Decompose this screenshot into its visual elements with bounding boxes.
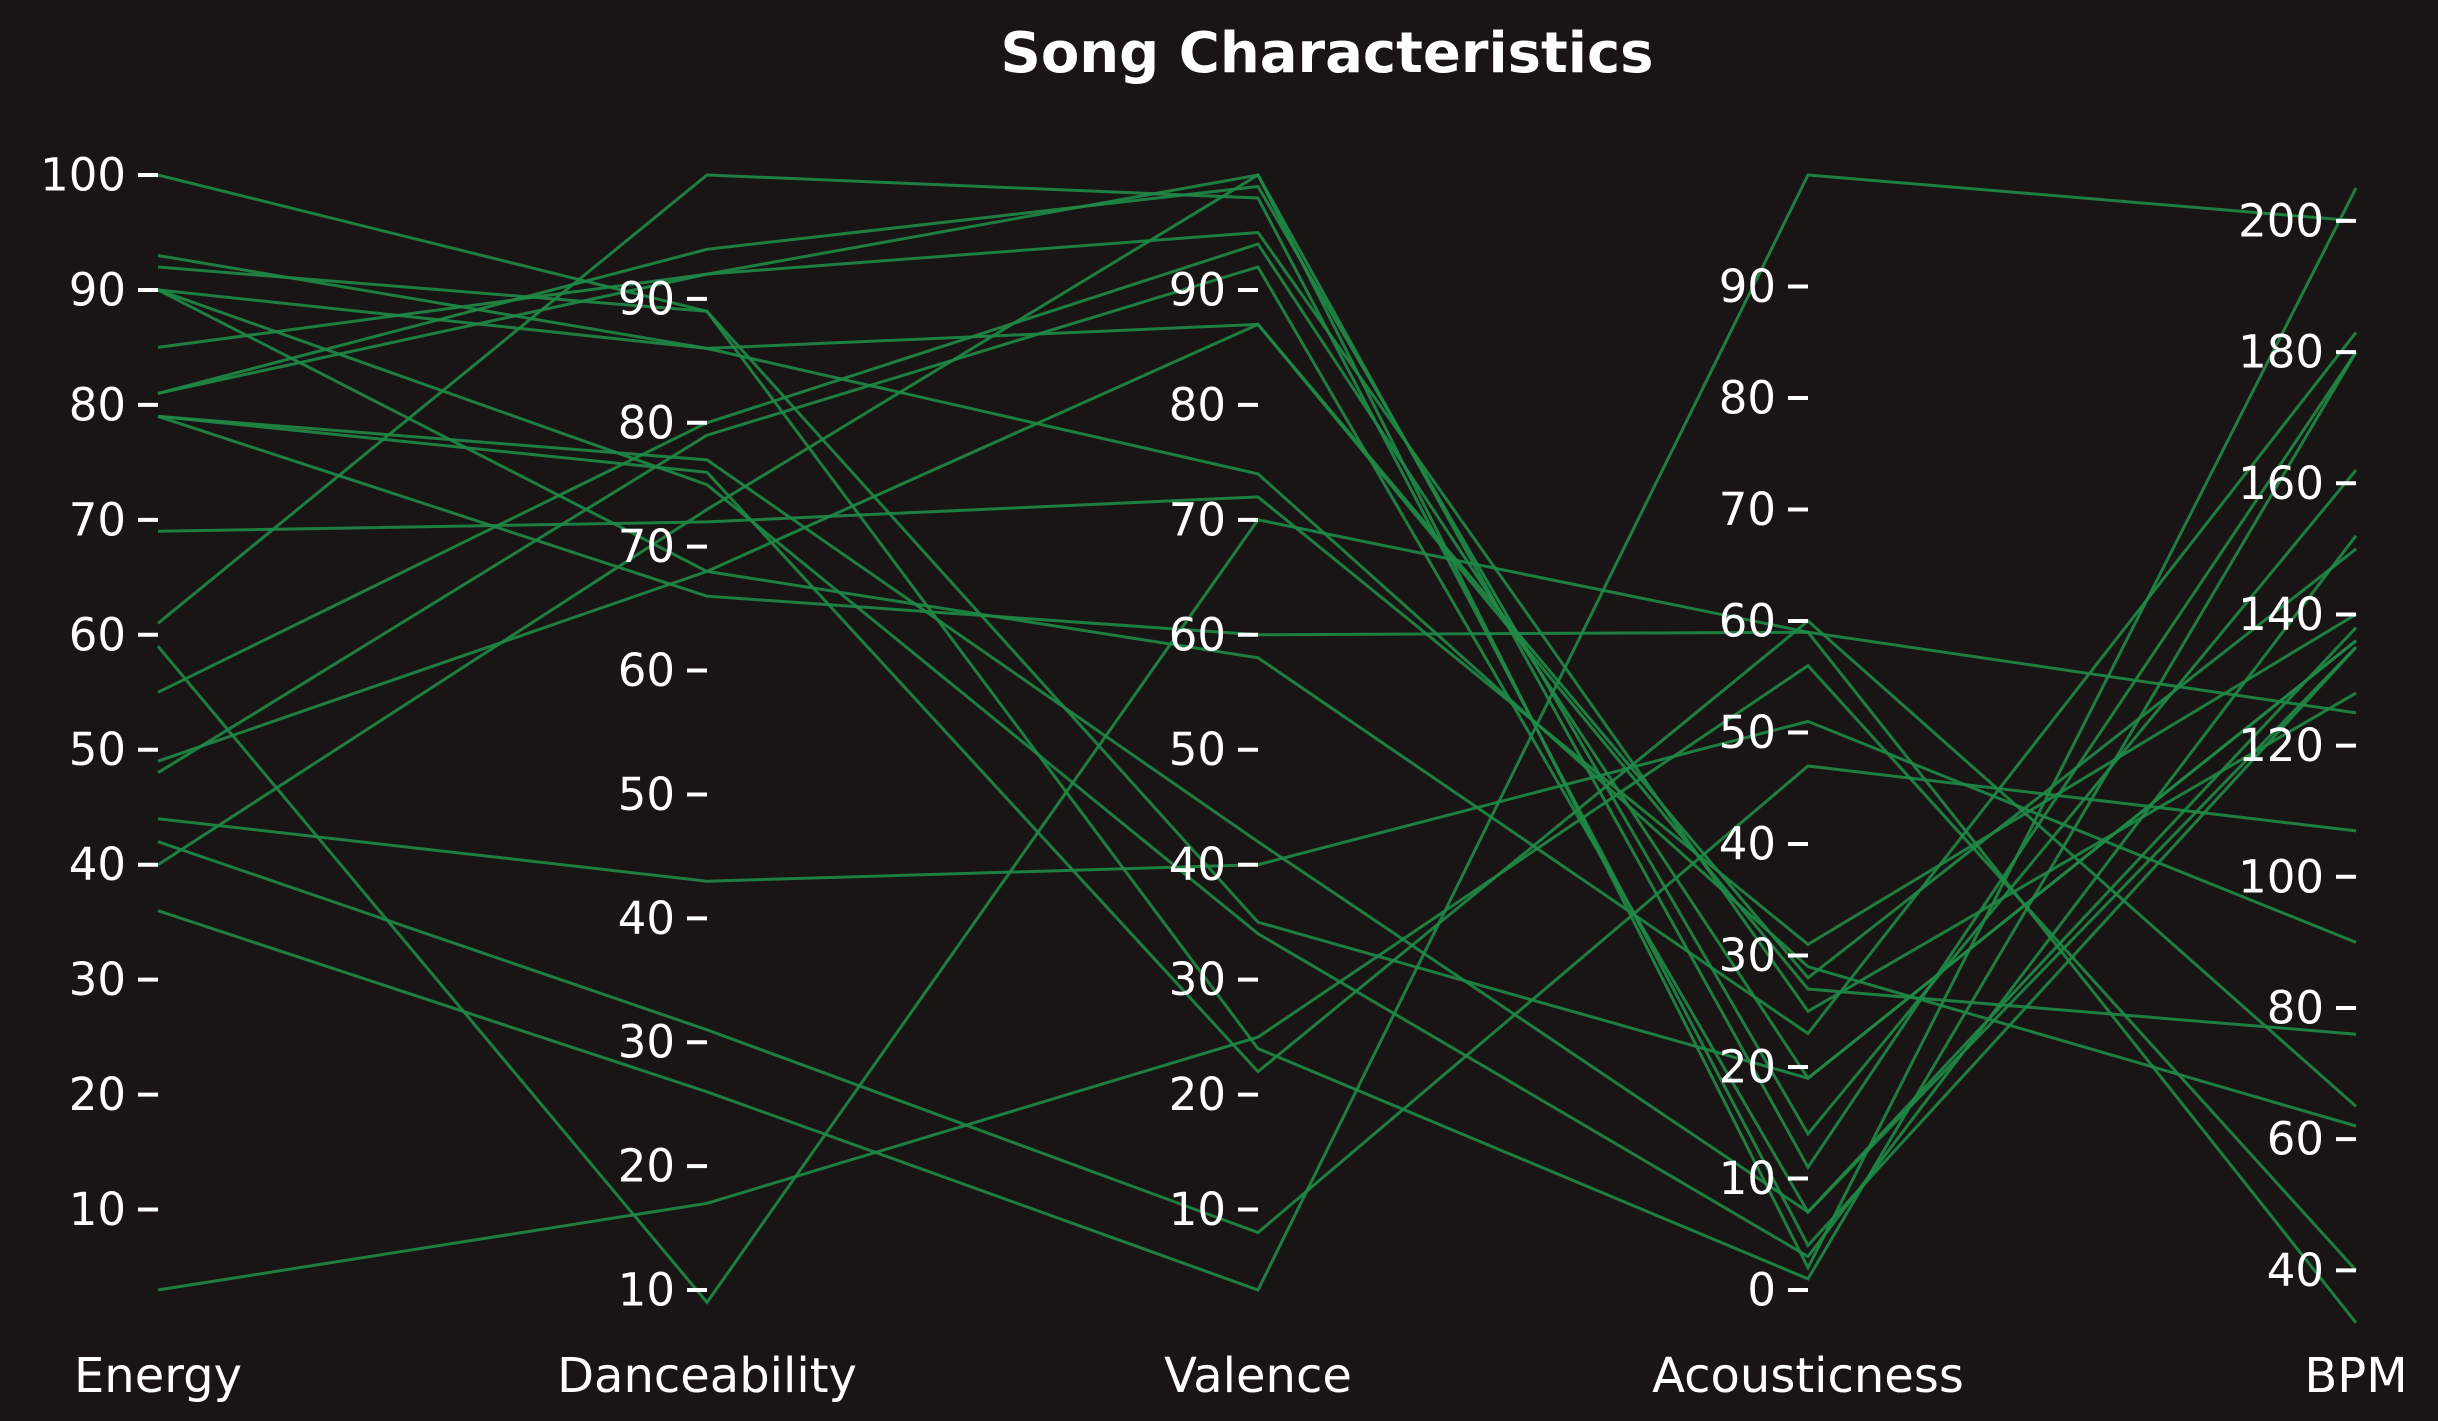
song-line-14 [157,173,2358,1248]
tick-label: 0 [1747,1264,1776,1317]
tick-label: 50 [69,723,126,776]
tick-label: 40 [1169,838,1226,891]
song-line-5 [157,288,2358,1259]
tick-label: 140 [2238,588,2324,641]
tick-label: 100 [40,149,126,202]
tick-label: 200 [2238,194,2324,247]
tick-label: 50 [1169,723,1226,776]
axis-label: Energy [74,1348,242,1404]
axis-energy: 10 20 30 40 50 60 70 80 90 100 Energy [40,149,242,1405]
axis-valence: 10 20 30 40 50 60 70 80 90 Valence [1164,263,1352,1404]
axis-danceability: 10 20 30 40 50 60 70 80 90 Danceability [557,272,857,1404]
tick-label: 20 [1719,1041,1776,1094]
tick-label: 70 [618,520,675,573]
tick-label: 90 [618,272,675,325]
song-line-6 [157,288,2358,1036]
tick-label: 120 [2238,719,2324,772]
axis-bpm: 40 60 80 100 120 140 160 180 200 BPM [2238,194,2408,1404]
song-line-3 [157,265,2357,1080]
tick-label: 70 [69,493,126,546]
axis-label: Valence [1164,1348,1352,1404]
axis-acousticness: 0 10 20 30 40 50 60 70 80 90 Acousticness [1652,260,1964,1404]
tick-label: 160 [2238,457,2324,510]
song-line-7 [157,230,2357,1014]
tick-label: 10 [69,1183,126,1236]
axis-label: Acousticness [1652,1348,1964,1404]
tick-label: 20 [1169,1068,1226,1121]
series-lines [156,172,2358,1324]
tick-label: 60 [1719,595,1776,648]
tick-label: 70 [1169,493,1226,546]
song-line-8 [157,184,2358,1137]
tick-label: 80 [1169,378,1226,431]
song-line-23 [157,663,2358,1292]
song-line-17 [157,322,2357,980]
tick-label: 20 [69,1068,126,1121]
tick-label: 60 [69,608,126,661]
song-line-13 [157,495,2357,947]
tick-label: 90 [69,263,126,316]
tick-label: 50 [618,768,675,821]
tick-label: 90 [1169,263,1226,316]
tick-label: 40 [2267,1244,2324,1297]
song-line-22 [157,173,2357,1292]
tick-label: 80 [69,378,126,431]
song-line-4 [157,288,2357,1128]
axis-label: Danceability [557,1348,857,1404]
tick-label: 30 [618,1016,675,1069]
axis-label: BPM [2304,1348,2407,1404]
song-line-18 [157,265,2358,1215]
tick-label: 10 [1719,1152,1776,1205]
tick-label: 30 [1169,953,1226,1006]
tick-label: 40 [618,892,675,945]
tick-label: 20 [618,1140,675,1193]
tick-label: 80 [2267,981,2324,1034]
song-line-10 [157,414,2358,1214]
song-line-2 [157,254,2357,1036]
tick-label: 80 [618,396,675,449]
tick-label: 60 [2267,1113,2324,1166]
tick-label: 70 [1719,483,1776,536]
song-line-21 [157,172,2358,1272]
song-line-1 [157,173,2358,1281]
song-line-16 [157,242,2357,1081]
tick-label: 180 [2238,326,2324,379]
tick-label: 60 [618,644,675,697]
tick-label: 30 [1719,929,1776,982]
tick-label: 10 [1169,1183,1226,1236]
tick-label: 50 [1719,706,1776,759]
song-line-20 [157,764,2357,1235]
tick-label: 40 [69,838,126,891]
chart-title: Song Characteristics [1001,21,1654,86]
tick-label: 100 [2238,850,2324,903]
tick-label: 80 [1719,372,1776,425]
tick-label: 30 [69,953,126,1006]
tick-label: 90 [1719,260,1776,313]
tick-label: 40 [1719,818,1776,871]
song-line-11 [157,414,2357,1108]
tick-label: 10 [618,1264,675,1317]
axes: 102030405060708090100Energy1020304050607… [40,149,2408,1405]
tick-label: 60 [1169,608,1226,661]
